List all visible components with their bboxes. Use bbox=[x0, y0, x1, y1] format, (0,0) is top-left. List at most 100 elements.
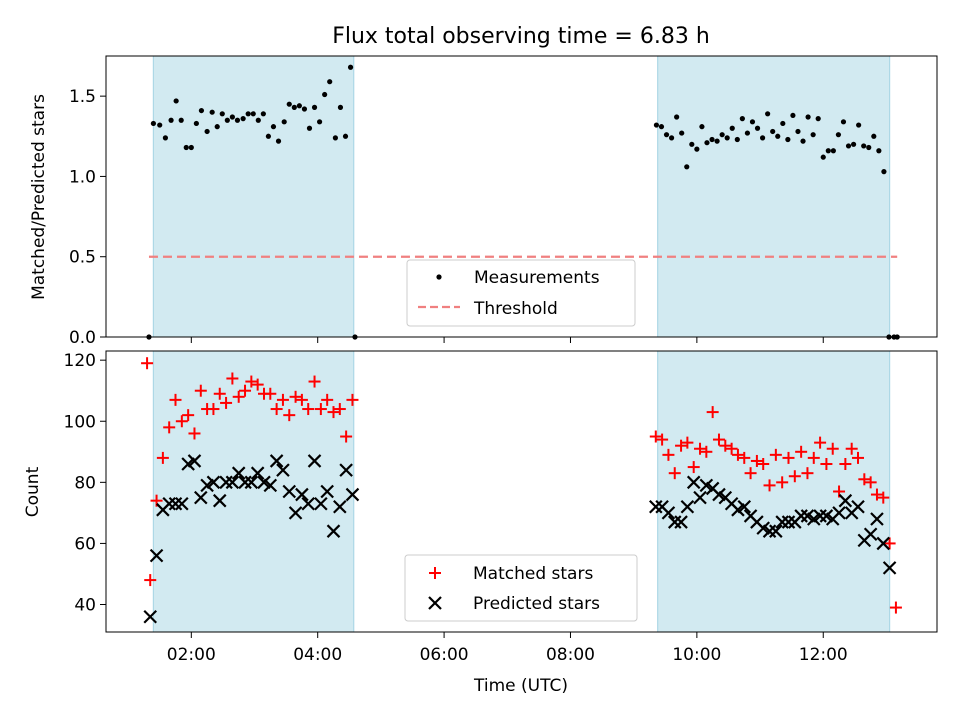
measurement-point bbox=[337, 104, 344, 110]
matched-star-point bbox=[213, 387, 226, 400]
measurement-points bbox=[146, 64, 900, 340]
bottom-y-tick-label: 40 bbox=[74, 596, 96, 616]
measurement-point bbox=[689, 141, 695, 147]
measurement-point bbox=[770, 128, 776, 135]
measurement-point bbox=[709, 136, 715, 143]
matched-star-point bbox=[276, 393, 289, 406]
predicted-star-point bbox=[276, 463, 290, 477]
predicted-star-point bbox=[238, 475, 252, 490]
measurement-point bbox=[835, 132, 842, 138]
measurement-point bbox=[286, 101, 292, 107]
bottom-shaded-intervals bbox=[152, 351, 891, 632]
predicted-star-point bbox=[225, 475, 240, 490]
legend-matched-label: Matched stars bbox=[473, 564, 593, 584]
measurement-point bbox=[224, 117, 230, 123]
x-tick-label: 06:00 bbox=[420, 645, 469, 665]
measurement-point bbox=[250, 111, 256, 117]
predicted-star-point bbox=[794, 509, 808, 523]
measurement-point bbox=[800, 138, 806, 144]
measurement-point bbox=[704, 140, 710, 146]
measurement-point bbox=[332, 135, 338, 141]
matched-star-point bbox=[163, 421, 176, 434]
measurement-point bbox=[162, 135, 169, 141]
matched-star-point bbox=[270, 403, 283, 416]
predicted-star-point bbox=[250, 466, 265, 480]
measurement-point bbox=[255, 117, 261, 123]
measurement-point bbox=[229, 114, 235, 120]
matched-star-point bbox=[245, 375, 258, 388]
measurement-point bbox=[674, 114, 680, 120]
measurement-point bbox=[193, 120, 199, 127]
matched-star-point bbox=[169, 393, 182, 406]
bottom-shaded-interval-2 bbox=[657, 351, 890, 632]
measurement-point bbox=[749, 119, 756, 125]
measurement-point bbox=[178, 117, 184, 123]
predicted-star-point bbox=[301, 496, 315, 511]
measurement-point bbox=[739, 116, 745, 122]
x-axis-label: Time (UTC) bbox=[473, 676, 568, 696]
predicted-star-point bbox=[737, 499, 752, 514]
measurement-point bbox=[850, 141, 857, 147]
top-shaded-intervals bbox=[152, 56, 891, 337]
matched-star-point bbox=[668, 467, 681, 480]
predicted-star-point bbox=[775, 515, 789, 529]
top-y-tick-label: 1.0 bbox=[69, 167, 96, 187]
predicted-star-point bbox=[320, 484, 334, 499]
measurement-point bbox=[744, 130, 751, 136]
predicted-star-point bbox=[686, 475, 701, 490]
matched-star-point bbox=[845, 442, 858, 455]
matched-star-point bbox=[694, 442, 707, 455]
measurement-point bbox=[694, 146, 700, 152]
matched-star-point bbox=[283, 409, 296, 422]
matched-stars-points bbox=[141, 357, 902, 614]
matched-star-point bbox=[346, 393, 359, 406]
measurement-point bbox=[780, 120, 786, 127]
matched-star-point bbox=[782, 451, 795, 464]
matched-star-point bbox=[852, 451, 865, 464]
measurement-point bbox=[663, 132, 670, 138]
bottom-y-tick-label: 100 bbox=[64, 412, 96, 432]
measurement-point bbox=[729, 125, 735, 131]
predicted-star-point bbox=[263, 478, 278, 493]
measurement-point bbox=[815, 116, 821, 122]
measurement-point bbox=[679, 130, 685, 136]
matched-star-point bbox=[156, 451, 169, 464]
predicted-star-point bbox=[244, 475, 259, 490]
matched-star-point bbox=[662, 448, 675, 461]
measurement-point bbox=[785, 136, 791, 143]
chart-title: Flux total observing time = 6.83 h bbox=[332, 24, 710, 49]
matched-star-point bbox=[864, 476, 877, 489]
matched-star-point bbox=[340, 430, 353, 443]
matched-star-point bbox=[182, 409, 195, 422]
matched-star-point bbox=[144, 574, 157, 587]
predicted-star-point bbox=[143, 609, 158, 624]
bottom-legend: Matched stars Predicted stars bbox=[404, 554, 638, 622]
measurement-point bbox=[871, 133, 877, 139]
top-y-axis: 0.0 0.5 1.0 1.5 bbox=[69, 87, 106, 348]
top-y-tick-label: 0.0 bbox=[69, 328, 96, 348]
matched-star-point bbox=[700, 445, 713, 458]
bottom-axes-frame bbox=[105, 350, 938, 633]
predicted-star-point bbox=[187, 454, 202, 468]
measurement-point bbox=[311, 104, 318, 110]
matched-star-point bbox=[220, 396, 233, 409]
predicted-star-point bbox=[661, 506, 676, 520]
measurement-point bbox=[209, 109, 215, 115]
measurement-point bbox=[754, 125, 761, 131]
measurement-point bbox=[840, 119, 847, 125]
matched-star-point bbox=[706, 406, 719, 419]
measurement-point bbox=[825, 148, 831, 154]
measurement-point bbox=[265, 133, 272, 139]
predicted-star-point bbox=[345, 487, 360, 502]
measurement-point bbox=[795, 128, 801, 135]
matched-star-point bbox=[675, 439, 688, 452]
matched-star-point bbox=[839, 458, 852, 471]
measurement-point bbox=[719, 132, 725, 138]
measurement-point bbox=[734, 136, 740, 143]
bottom-legend-box bbox=[404, 554, 638, 622]
measurement-point bbox=[881, 169, 887, 175]
measurement-point bbox=[856, 122, 862, 128]
predicted-star-point bbox=[326, 524, 341, 538]
predicted-star-point bbox=[813, 509, 827, 523]
matched-star-point bbox=[321, 393, 334, 406]
